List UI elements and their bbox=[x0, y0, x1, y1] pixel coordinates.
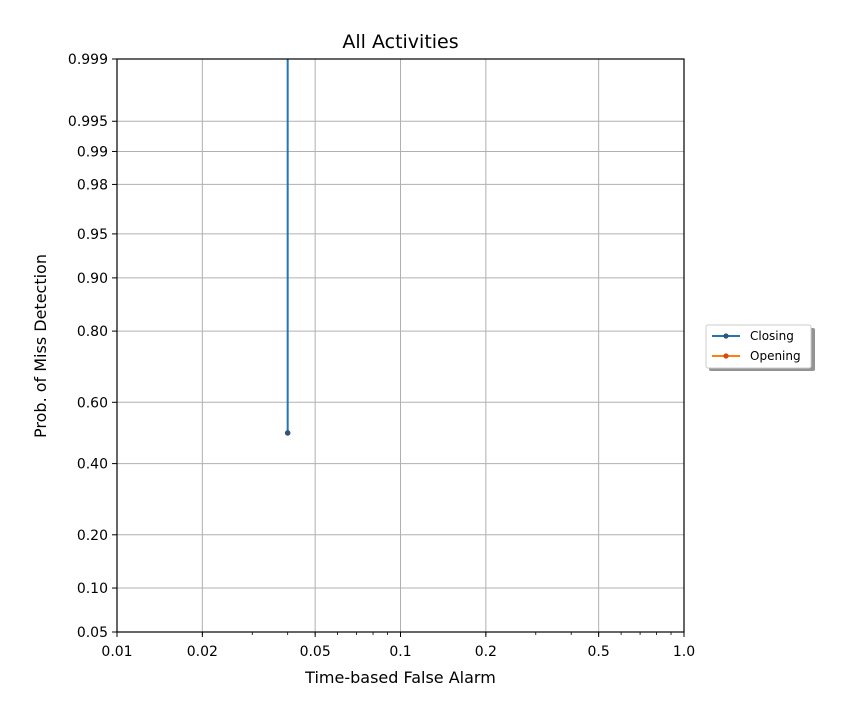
y-tick-label: 0.40 bbox=[77, 457, 108, 473]
data-point bbox=[284, 430, 291, 436]
y-axis-label: Prob. of Miss Detection bbox=[31, 254, 50, 438]
series-layer bbox=[284, 59, 291, 436]
grid bbox=[116, 58, 685, 633]
y-tick-label: 0.995 bbox=[68, 114, 108, 130]
x-tick-label: 0.1 bbox=[389, 644, 411, 660]
y-tick-label: 0.80 bbox=[77, 324, 108, 340]
x-tick-label: 0.02 bbox=[187, 644, 218, 660]
y-tick-label: 0.999 bbox=[68, 52, 108, 68]
chart-title: All Activities bbox=[342, 31, 458, 53]
legend-marker bbox=[723, 333, 729, 339]
y-tick-label: 0.10 bbox=[77, 581, 108, 597]
x-tick-label: 0.01 bbox=[101, 644, 132, 660]
y-tick-label: 0.98 bbox=[77, 177, 108, 193]
y-tick-label: 0.20 bbox=[77, 528, 108, 544]
y-tick-label: 0.90 bbox=[77, 271, 108, 287]
x-tick-label: 0.2 bbox=[475, 644, 497, 660]
legend-label: Opening bbox=[750, 349, 801, 363]
y-tick-label: 0.95 bbox=[77, 227, 108, 243]
ticks: 0.01 0.02 0.05 0.1 0.2 0.5 1.0 0.05 0.10 0.20 0.40… bbox=[68, 52, 695, 660]
x-tick-label: 1.0 bbox=[673, 644, 695, 660]
legend: Closing Opening bbox=[705, 324, 815, 371]
y-tick-label: 0.05 bbox=[77, 625, 108, 641]
y-tick-label: 0.99 bbox=[77, 144, 108, 160]
x-axis-label: Time-based False Alarm bbox=[304, 668, 496, 687]
legend-label: Closing bbox=[750, 329, 794, 343]
legend-marker bbox=[723, 353, 729, 359]
y-tick-label: 0.60 bbox=[77, 395, 108, 411]
x-tick-label: 0.5 bbox=[588, 644, 610, 660]
x-tick-label: 0.05 bbox=[300, 644, 331, 660]
